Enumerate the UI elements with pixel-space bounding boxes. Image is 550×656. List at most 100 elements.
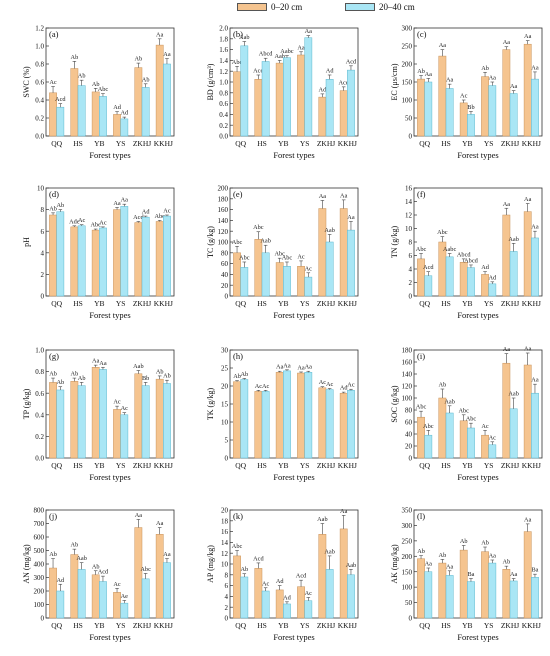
x-tick-label: QQ <box>235 299 246 308</box>
x-tick-label: QQ <box>235 139 246 148</box>
significance-label: Ac <box>49 79 57 86</box>
y-tick-label: 0.6 <box>219 100 228 108</box>
bar <box>49 382 57 459</box>
x-axis-label: Forest types <box>273 150 314 160</box>
y-tick-label: 700 <box>34 520 45 528</box>
x-tick-label: KKHJ <box>338 461 357 470</box>
significance-label: Aab <box>324 548 335 555</box>
significance-label: Ad <box>340 385 349 392</box>
significance-label: Aa <box>510 571 518 578</box>
bar <box>523 364 532 459</box>
y-tick-label: 25 <box>221 365 229 373</box>
bar <box>325 389 334 459</box>
y-axis-label: AN (mg/kg) <box>22 544 31 584</box>
significance-label: Aa <box>163 551 171 558</box>
bar <box>99 227 107 297</box>
y-tick-label: 0.6 <box>35 79 44 87</box>
y-tick-label: 200 <box>218 185 229 193</box>
significance-label: Aa <box>113 200 121 207</box>
y-tick-label: 1.2 <box>219 68 228 76</box>
significance-label: Abcd <box>464 257 478 264</box>
significance-label: Aab <box>324 227 335 234</box>
plot-frame <box>413 509 543 619</box>
significance-label: Ac <box>163 208 171 215</box>
bar <box>318 534 327 619</box>
bar <box>304 600 313 619</box>
y-tick-label: 0.0 <box>35 455 44 463</box>
bar <box>325 569 334 619</box>
significance-label: Aa <box>524 33 532 40</box>
x-tick-label: ZKHJ <box>133 139 151 148</box>
y-axis-label: TN (g/kg) <box>390 226 399 259</box>
x-tick-label: ZKHJ <box>501 621 519 630</box>
significance-label: Abc <box>253 224 264 231</box>
significance-label: Aa <box>524 346 532 353</box>
bar <box>459 420 468 459</box>
panel-label: (k) <box>233 511 243 521</box>
significance-label: Ae <box>121 593 129 600</box>
x-tick-label: KKHJ <box>338 299 357 308</box>
significance-label: Ac <box>99 219 107 226</box>
bar <box>56 389 65 459</box>
x-tick-label: HS <box>441 621 451 630</box>
bar <box>424 434 433 459</box>
x-tick-label: YS <box>300 621 310 630</box>
bar <box>275 372 284 459</box>
plot-frame <box>229 349 359 459</box>
x-tick-label: HS <box>257 139 267 148</box>
panel-label: (e) <box>233 189 243 199</box>
y-tick-label: 0 <box>409 133 413 141</box>
significance-label: Aa <box>439 42 447 49</box>
significance-label: Aa <box>297 44 305 51</box>
bar <box>283 266 291 297</box>
bar <box>283 370 291 459</box>
significance-label: Ad <box>283 594 292 601</box>
x-tick-label: HS <box>257 461 267 470</box>
significance-label: Ab <box>142 76 150 83</box>
x-tick-label: HS <box>73 299 83 308</box>
bar <box>417 78 425 137</box>
y-tick-label: 140 <box>218 217 229 225</box>
bar <box>141 87 150 137</box>
x-tick-label: QQ <box>235 621 246 630</box>
bar <box>233 71 241 137</box>
x-tick-label: KKHJ <box>154 621 173 630</box>
bar <box>523 531 532 619</box>
bar <box>523 211 532 297</box>
significance-label: Abc <box>437 229 448 236</box>
bar <box>254 568 263 619</box>
y-tick-label: 5 <box>225 437 229 445</box>
bar <box>509 93 518 137</box>
y-tick-label: 0.8 <box>35 61 44 69</box>
significance-label: Aa <box>446 77 454 84</box>
y-tick-label: 14 <box>405 198 413 206</box>
panel-label: (j) <box>49 511 57 521</box>
x-axis-label: Forest types <box>457 632 498 642</box>
x-tick-label: ZKHJ <box>133 621 151 630</box>
x-axis-label: Forest types <box>273 310 314 320</box>
y-tick-label: 0 <box>409 455 413 463</box>
chart-panel-k: (k) 0 2 4 6 8 10 12 14 16 18 20 AP (mg/kg) QQ Abc Ab HS A… <box>206 507 359 642</box>
significance-label: Acd <box>338 79 349 86</box>
significance-label: Aa <box>503 201 511 208</box>
bar <box>509 251 518 297</box>
chart-panel-f: (f) 0 2 4 6 8 10 12 14 16 TN (g/kg) QQ Abc Acd HS Abc Aa… <box>390 185 543 320</box>
bar <box>134 222 143 297</box>
bar <box>318 208 327 297</box>
bar <box>155 534 164 619</box>
x-tick-label: KKHJ <box>154 461 173 470</box>
y-axis-label: AP (mg/kg) <box>206 545 215 583</box>
y-tick-label: 20 <box>405 443 413 451</box>
significance-label: Ac <box>113 581 121 588</box>
x-tick-label: HS <box>73 139 83 148</box>
y-tick-label: 20 <box>221 507 229 515</box>
significance-label: Adc <box>69 218 80 225</box>
bar <box>438 562 447 619</box>
bar <box>120 206 129 297</box>
significance-label: Ab <box>49 551 57 558</box>
x-tick-label: ZKHJ <box>501 139 519 148</box>
y-tick-label: 16 <box>221 528 229 536</box>
significance-label: Aab <box>317 516 328 523</box>
significance-label: Ac <box>347 382 355 389</box>
